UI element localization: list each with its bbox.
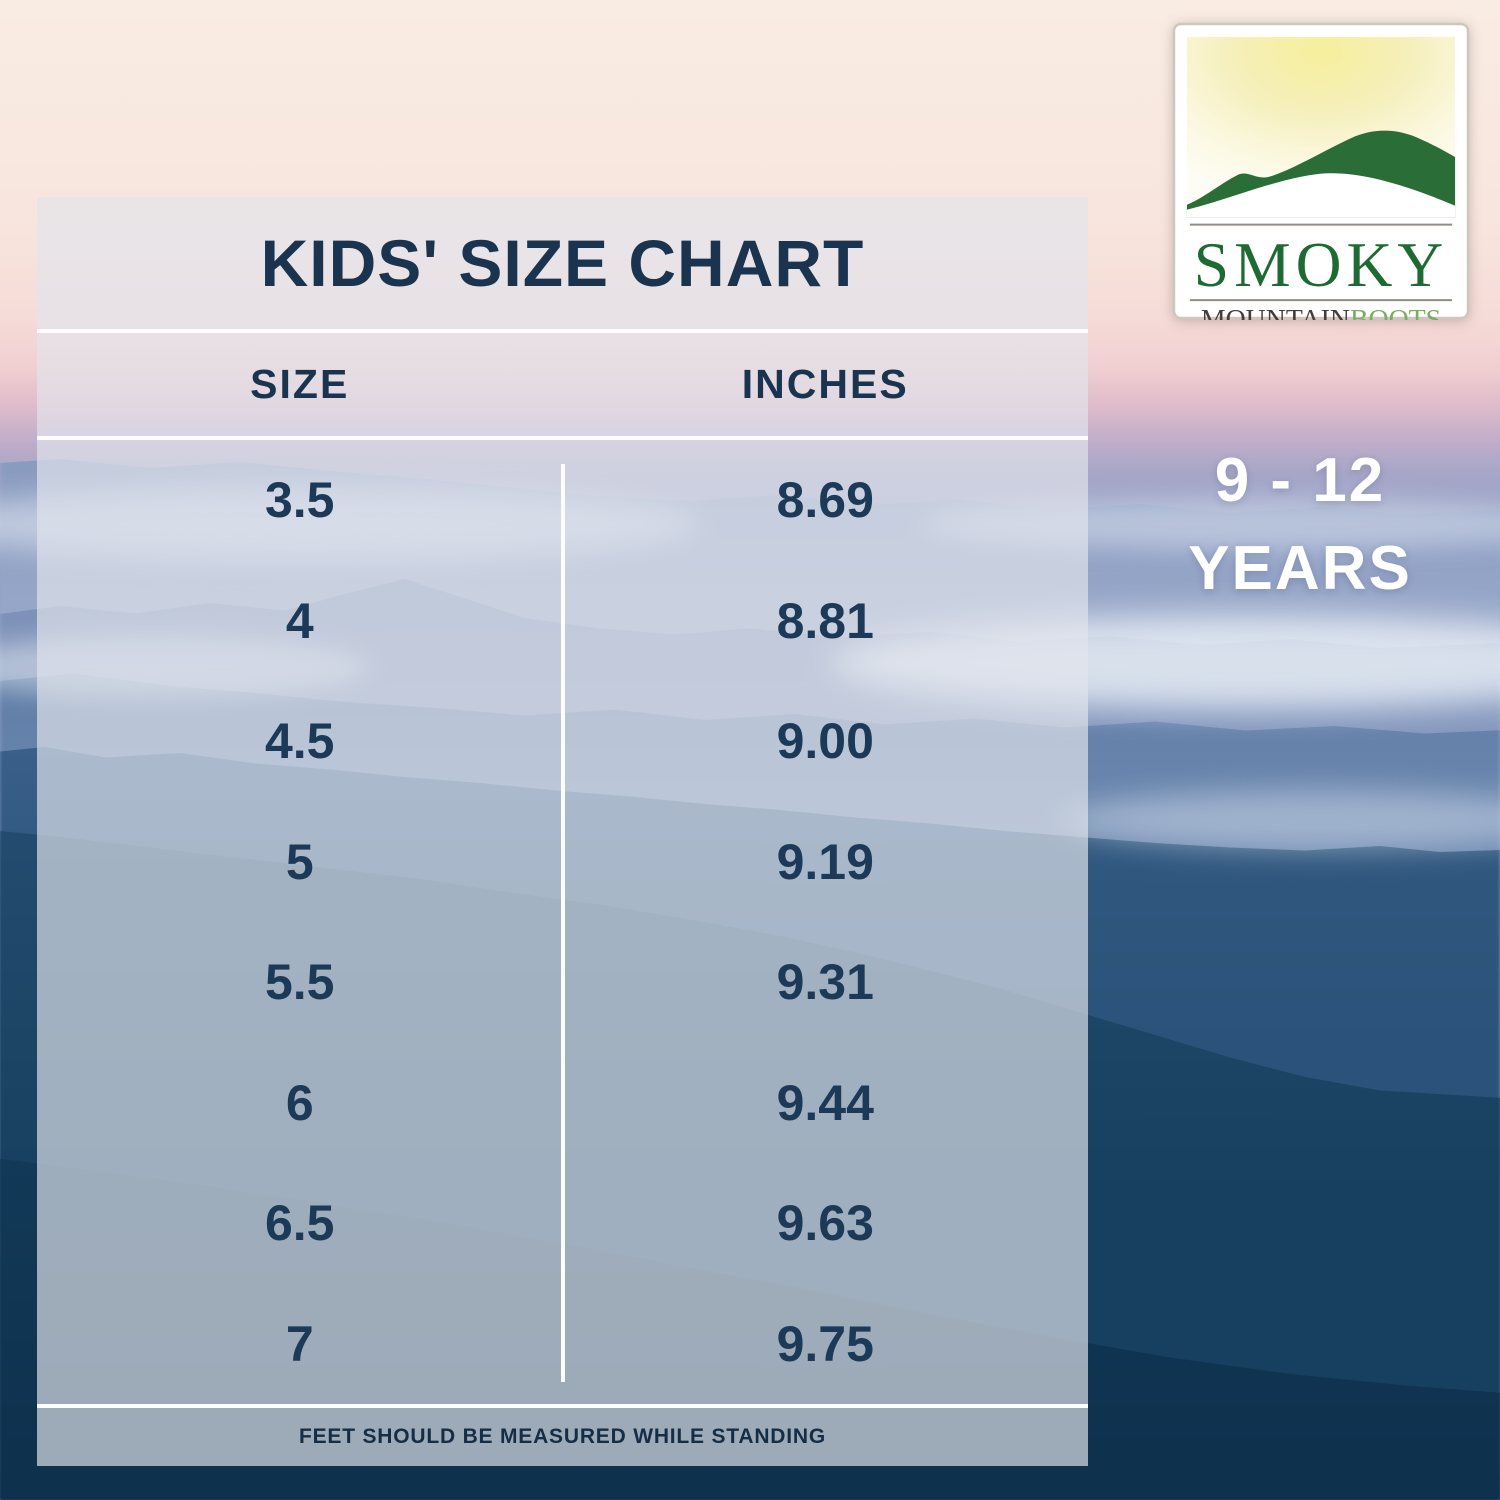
measurement-note: FEET SHOULD BE MEASURED WHILE STANDING: [298, 1425, 827, 1448]
chart-title: KIDS' SIZE CHART: [260, 226, 865, 300]
column-divider-line: [560, 464, 565, 1382]
table-row: 7 9.75: [37, 1284, 1088, 1405]
inches-cell: 9.31: [776, 954, 874, 1011]
inches-cell: 9.44: [776, 1074, 874, 1131]
size-cell: 5: [285, 833, 314, 890]
inches-cell: 9.63: [776, 1195, 874, 1252]
table-row: 5 9.19: [37, 802, 1088, 923]
inches-cell: 9.19: [776, 833, 874, 890]
age-range-value: 9 - 12: [1214, 446, 1386, 515]
table-row: 3.5 8.69: [37, 440, 1088, 561]
column-header-row: SIZE INCHES: [37, 333, 1088, 436]
brand-logo: SMOKY MOUNTAINBOOTS: [1172, 22, 1470, 320]
table-row: 6 9.44: [37, 1043, 1088, 1164]
inches-cell: 9.75: [776, 1315, 874, 1372]
divider-line: [37, 1404, 1088, 1408]
logo-text-smoky: SMOKY: [1194, 229, 1448, 300]
size-cell: 4: [285, 592, 314, 649]
age-range-label: 9 - 12 YEARS: [1090, 437, 1500, 613]
logo-mountain-sun-icon: SMOKY MOUNTAINBOOTS: [1172, 22, 1470, 320]
inches-cell: 8.81: [776, 592, 874, 649]
size-cell: 4.5: [264, 713, 335, 770]
table-row: 5.5 9.31: [37, 922, 1088, 1043]
size-cell: 7: [285, 1315, 314, 1372]
size-cell: 5.5: [264, 954, 335, 1011]
age-range-unit: YEARS: [1188, 534, 1412, 603]
logo-text-mountain: MOUNTAIN: [1201, 304, 1350, 320]
size-cell: 3.5: [264, 472, 335, 529]
table-row: 6.5 9.63: [37, 1163, 1088, 1284]
table-row: 4 8.81: [37, 561, 1088, 682]
size-table: 3.5 8.69 4 8.81 4.5 9.00 5 9.19 5.5 9.31…: [37, 440, 1088, 1404]
column-header-size: SIZE: [250, 361, 350, 407]
size-cell: 6: [285, 1074, 314, 1131]
divider-line: [37, 436, 1088, 440]
panel-title-area: KIDS' SIZE CHART: [37, 197, 1088, 329]
panel-footer: FEET SHOULD BE MEASURED WHILE STANDING: [37, 1408, 1088, 1466]
logo-text-boots: BOOTS: [1350, 304, 1441, 320]
column-header-inches: INCHES: [741, 361, 909, 407]
table-row: 4.5 9.00: [37, 681, 1088, 802]
size-cell: 6.5: [264, 1195, 335, 1252]
divider-line: [37, 329, 1088, 333]
inches-cell: 8.69: [776, 472, 874, 529]
svg-text:MOUNTAINBOOTS: MOUNTAINBOOTS: [1201, 304, 1441, 320]
fog-band: [1060, 790, 1500, 850]
size-chart-panel: KIDS' SIZE CHART SIZE INCHES 3.5 8.69 4 …: [37, 197, 1088, 1466]
inches-cell: 9.00: [776, 713, 874, 770]
